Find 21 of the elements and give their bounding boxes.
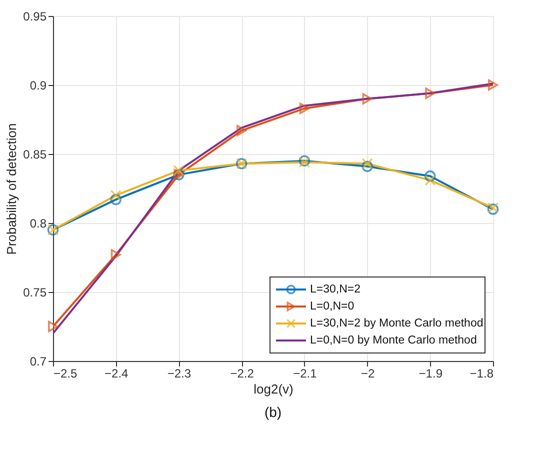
x-tick-label: −2.5 [54, 366, 78, 380]
y-axis-title: Probability of detection [4, 123, 20, 255]
x-tick-label: −2.3 [167, 366, 192, 380]
y-tick-label: 0.95 [23, 10, 47, 24]
text: (b) [264, 404, 282, 420]
y-tick-label: 0.9 [30, 78, 47, 92]
legend-label: L=0,N=0 by Monte Carlo method [310, 334, 477, 346]
y-tick-label: 0.7 [30, 354, 47, 368]
legend-label: L=0,N=0 [310, 300, 354, 312]
y-tick-label: 0.8 [30, 216, 47, 230]
x-tick-label: −2.2 [230, 366, 254, 380]
x-tick-label: −2 [360, 366, 375, 380]
y-tick-label: 0.75 [23, 286, 47, 300]
x-tick-label: −1.9 [418, 366, 443, 380]
x-tick-label: −1.8 [470, 366, 494, 380]
legend-label: L=30,N=2 [310, 284, 361, 296]
x-axis-title: log2(v) [254, 382, 294, 396]
x-tick-label: −2.1 [293, 366, 318, 380]
y-tick-label: 0.85 [23, 148, 47, 162]
x-tick-label: −2.4 [104, 366, 129, 380]
legend-label: L=30,N=2 by Monte Carlo method [310, 318, 484, 330]
